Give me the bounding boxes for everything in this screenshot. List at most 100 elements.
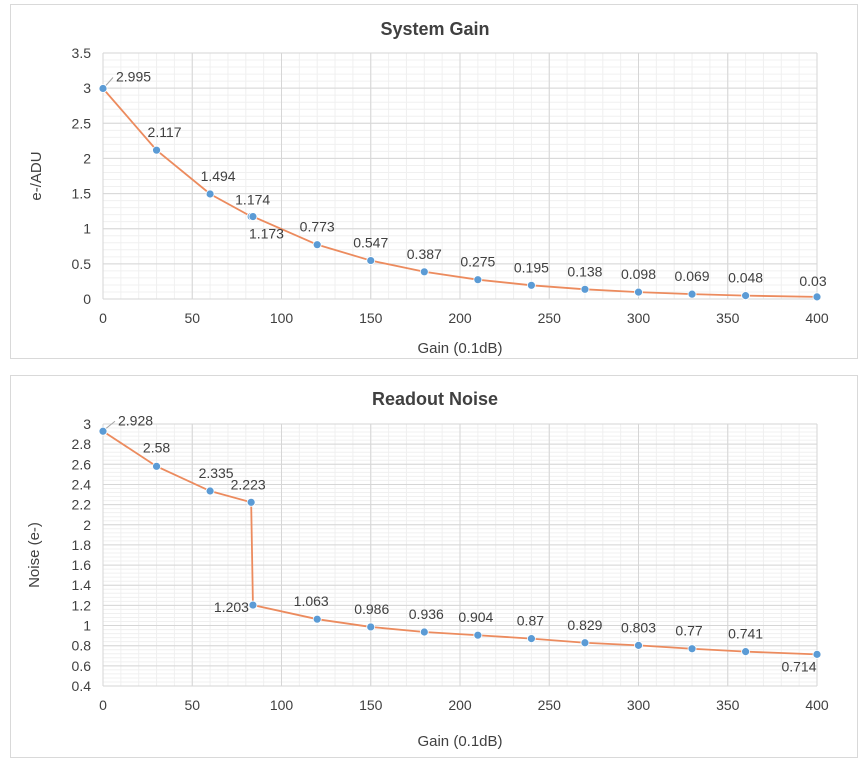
data-label: 2.223 <box>231 476 266 492</box>
data-label: 0.048 <box>728 270 763 286</box>
data-label: 0.936 <box>409 606 444 622</box>
data-point <box>366 622 376 632</box>
x-tick-label: 400 <box>805 310 829 326</box>
data-label: 0.387 <box>407 246 442 262</box>
data-label: 0.03 <box>799 273 826 289</box>
data-point <box>473 630 483 640</box>
y-tick-label: 2.2 <box>72 497 92 513</box>
x-tick-label: 350 <box>716 697 740 713</box>
data-point <box>312 614 322 624</box>
y-tick-label: 1 <box>83 221 91 237</box>
x-tick-label: 0 <box>99 697 107 713</box>
data-point <box>152 461 161 471</box>
x-tick-label: 150 <box>359 697 383 713</box>
data-label: 0.773 <box>300 219 335 235</box>
data-point <box>473 275 483 285</box>
data-point <box>312 240 322 250</box>
y-tick-label: 0.5 <box>72 256 92 272</box>
x-tick-label: 250 <box>538 697 562 713</box>
x-tick-label: 100 <box>270 697 294 713</box>
x-tick-label: 200 <box>448 310 472 326</box>
data-label: 0.986 <box>354 601 389 617</box>
data-point <box>687 644 697 654</box>
y-axis-label: e-/ADU <box>28 151 45 200</box>
readout-noise-chart: 0 50 100 150 200 250 300 350 400 0.4 0.6 0.8 1 1.2 1.4… <box>26 389 829 750</box>
data-label: 1.174 <box>235 191 270 207</box>
data-label: 2.995 <box>116 68 151 84</box>
y-tick-label: 1 <box>83 618 91 634</box>
data-point <box>248 212 258 221</box>
y-tick-label: 0.6 <box>72 658 92 674</box>
y-tick-label: 2.5 <box>72 115 92 131</box>
x-axis-label: Gain (0.1dB) <box>417 340 502 357</box>
data-label: 0.803 <box>621 619 656 635</box>
y-tick-label: 3.5 <box>72 45 92 61</box>
data-label: 0.547 <box>353 235 388 251</box>
data-point <box>419 267 429 277</box>
y-tick-label: 0.4 <box>72 678 92 694</box>
data-point <box>248 600 258 610</box>
data-point <box>634 640 643 650</box>
x-tick-label: 300 <box>627 697 651 713</box>
data-label: 2.117 <box>148 124 182 140</box>
chart-title: System Gain <box>380 19 489 39</box>
data-label: 0.714 <box>781 658 816 674</box>
x-tick-label: 50 <box>184 697 200 713</box>
data-label: 0.904 <box>458 609 493 625</box>
data-point <box>812 649 822 659</box>
x-tick-label: 350 <box>716 310 740 326</box>
data-label: 1.203 <box>214 599 249 615</box>
data-point <box>246 497 256 507</box>
data-label: 2.928 <box>118 412 153 428</box>
data-label: 0.275 <box>460 254 495 270</box>
system-gain-chart: 0 50 100 150 200 250 300 350 400 0 0.5 1 1.5 2 2.5 3 3.5… <box>28 19 829 357</box>
data-label-leader-line <box>104 420 116 430</box>
x-axis-label: Gain (0.1dB) <box>417 733 502 750</box>
data-point <box>741 647 750 657</box>
data-point <box>580 284 590 294</box>
y-tick-label: 2.8 <box>72 436 92 452</box>
system-gain-chart-panel: 0 50 100 150 200 250 300 350 400 0 0.5 1 1.5 2 2.5 3 3.5… <box>10 4 858 359</box>
data-point <box>812 292 822 302</box>
data-point <box>366 256 376 265</box>
data-label: 1.173 <box>249 226 284 242</box>
y-tick-label: 1.8 <box>72 537 92 553</box>
data-label: 0.77 <box>675 623 702 639</box>
y-tick-label: 2 <box>83 150 91 166</box>
data-point <box>741 291 750 301</box>
major-gridlines <box>102 52 818 300</box>
data-label: 0.138 <box>567 263 602 279</box>
y-axis-label: Noise (e-) <box>26 522 43 588</box>
data-point <box>580 638 590 648</box>
readout-noise-chart-panel: 0 50 100 150 200 250 300 350 400 0.4 0.6 0.8 1 1.2 1.4… <box>10 375 858 758</box>
data-point <box>419 627 429 637</box>
data-label: 0.829 <box>567 617 602 633</box>
y-tick-label: 3 <box>83 80 91 96</box>
x-tick-label: 400 <box>805 697 829 713</box>
y-tick-label: 0.8 <box>72 638 92 654</box>
data-point <box>527 280 536 290</box>
y-tick-label: 1.4 <box>72 577 92 593</box>
x-tick-label: 250 <box>538 310 562 326</box>
data-point <box>634 287 643 297</box>
x-tick-label: 300 <box>627 310 651 326</box>
x-tick-label: 0 <box>99 310 107 326</box>
x-tick-label: 150 <box>359 310 383 326</box>
x-tick-label: 50 <box>184 310 200 326</box>
data-point <box>152 145 161 155</box>
x-tick-label: 100 <box>270 310 294 326</box>
x-tick-label: 200 <box>448 697 472 713</box>
data-point <box>98 426 108 436</box>
y-tick-label: 2.6 <box>72 456 92 472</box>
data-label: 1.494 <box>201 168 236 184</box>
data-point <box>98 84 108 93</box>
y-tick-label: 2.4 <box>72 476 92 492</box>
y-tick-label: 0 <box>83 291 91 307</box>
data-point <box>527 634 536 644</box>
data-label: 2.58 <box>143 439 170 455</box>
data-point <box>205 486 215 496</box>
data-point <box>687 289 697 299</box>
data-label: 0.195 <box>514 259 549 275</box>
data-label: 2.335 <box>199 465 234 481</box>
chart-title: Readout Noise <box>372 389 498 409</box>
